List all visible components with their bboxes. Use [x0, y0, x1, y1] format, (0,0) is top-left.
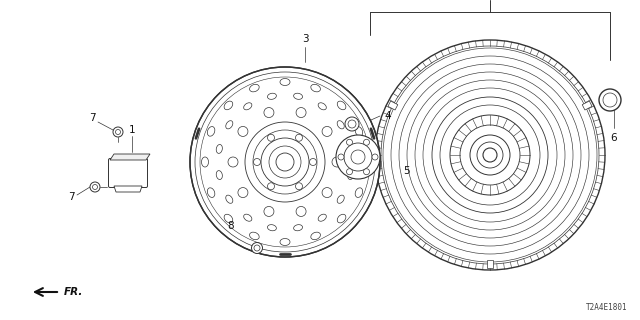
Circle shape	[375, 40, 605, 270]
Ellipse shape	[224, 101, 233, 110]
Circle shape	[310, 158, 317, 165]
Text: 8: 8	[228, 221, 234, 231]
Ellipse shape	[362, 157, 369, 167]
FancyBboxPatch shape	[109, 158, 147, 188]
Circle shape	[253, 158, 260, 165]
Text: FR.: FR.	[64, 287, 83, 297]
Ellipse shape	[216, 171, 222, 180]
Text: T2A4E1801: T2A4E1801	[586, 303, 628, 312]
Circle shape	[296, 108, 306, 117]
Ellipse shape	[250, 232, 259, 240]
Circle shape	[346, 139, 353, 145]
Text: 7: 7	[68, 192, 74, 202]
Polygon shape	[114, 186, 142, 192]
Text: 6: 6	[611, 133, 618, 143]
Bar	[388, 101, 398, 110]
Ellipse shape	[337, 121, 344, 129]
Circle shape	[336, 135, 380, 179]
Circle shape	[264, 108, 274, 117]
Circle shape	[268, 183, 275, 190]
Ellipse shape	[318, 103, 326, 110]
Ellipse shape	[348, 144, 354, 153]
Text: 3: 3	[301, 34, 308, 44]
Circle shape	[345, 117, 359, 131]
Circle shape	[372, 154, 378, 160]
Circle shape	[190, 67, 380, 257]
Circle shape	[346, 169, 353, 175]
Circle shape	[322, 188, 332, 197]
Circle shape	[296, 206, 306, 216]
Ellipse shape	[244, 103, 252, 110]
Polygon shape	[110, 154, 150, 160]
Bar	[487, 260, 493, 268]
Circle shape	[252, 243, 262, 253]
Ellipse shape	[318, 214, 326, 221]
Ellipse shape	[311, 84, 321, 92]
Text: 4: 4	[385, 111, 391, 121]
Ellipse shape	[250, 84, 259, 92]
Circle shape	[238, 126, 248, 136]
Ellipse shape	[337, 214, 346, 223]
Bar	[582, 101, 592, 110]
Text: 5: 5	[403, 166, 410, 176]
Circle shape	[245, 122, 325, 202]
Circle shape	[364, 169, 369, 175]
Text: 1: 1	[129, 125, 135, 135]
Ellipse shape	[207, 127, 215, 136]
Circle shape	[264, 206, 274, 216]
Text: 7: 7	[89, 113, 95, 123]
Circle shape	[238, 188, 248, 197]
Ellipse shape	[216, 144, 222, 153]
Ellipse shape	[224, 214, 233, 223]
Ellipse shape	[244, 214, 252, 221]
Circle shape	[228, 157, 238, 167]
Circle shape	[296, 183, 303, 190]
Circle shape	[90, 182, 100, 192]
Ellipse shape	[337, 101, 346, 110]
Ellipse shape	[207, 188, 215, 197]
Ellipse shape	[355, 188, 363, 197]
Ellipse shape	[226, 195, 233, 203]
Circle shape	[364, 139, 369, 145]
Ellipse shape	[268, 225, 276, 231]
Ellipse shape	[280, 78, 290, 85]
Circle shape	[113, 127, 123, 137]
Ellipse shape	[337, 195, 344, 203]
Circle shape	[344, 143, 372, 171]
Circle shape	[322, 126, 332, 136]
Circle shape	[599, 89, 621, 111]
Ellipse shape	[294, 93, 303, 99]
Circle shape	[332, 157, 342, 167]
Circle shape	[296, 134, 303, 141]
Ellipse shape	[311, 232, 321, 240]
Ellipse shape	[348, 171, 354, 180]
Circle shape	[338, 154, 344, 160]
Ellipse shape	[202, 157, 209, 167]
Ellipse shape	[268, 93, 276, 99]
Ellipse shape	[280, 238, 290, 245]
Ellipse shape	[226, 121, 233, 129]
Ellipse shape	[294, 225, 303, 231]
Ellipse shape	[355, 127, 363, 136]
Circle shape	[268, 134, 275, 141]
